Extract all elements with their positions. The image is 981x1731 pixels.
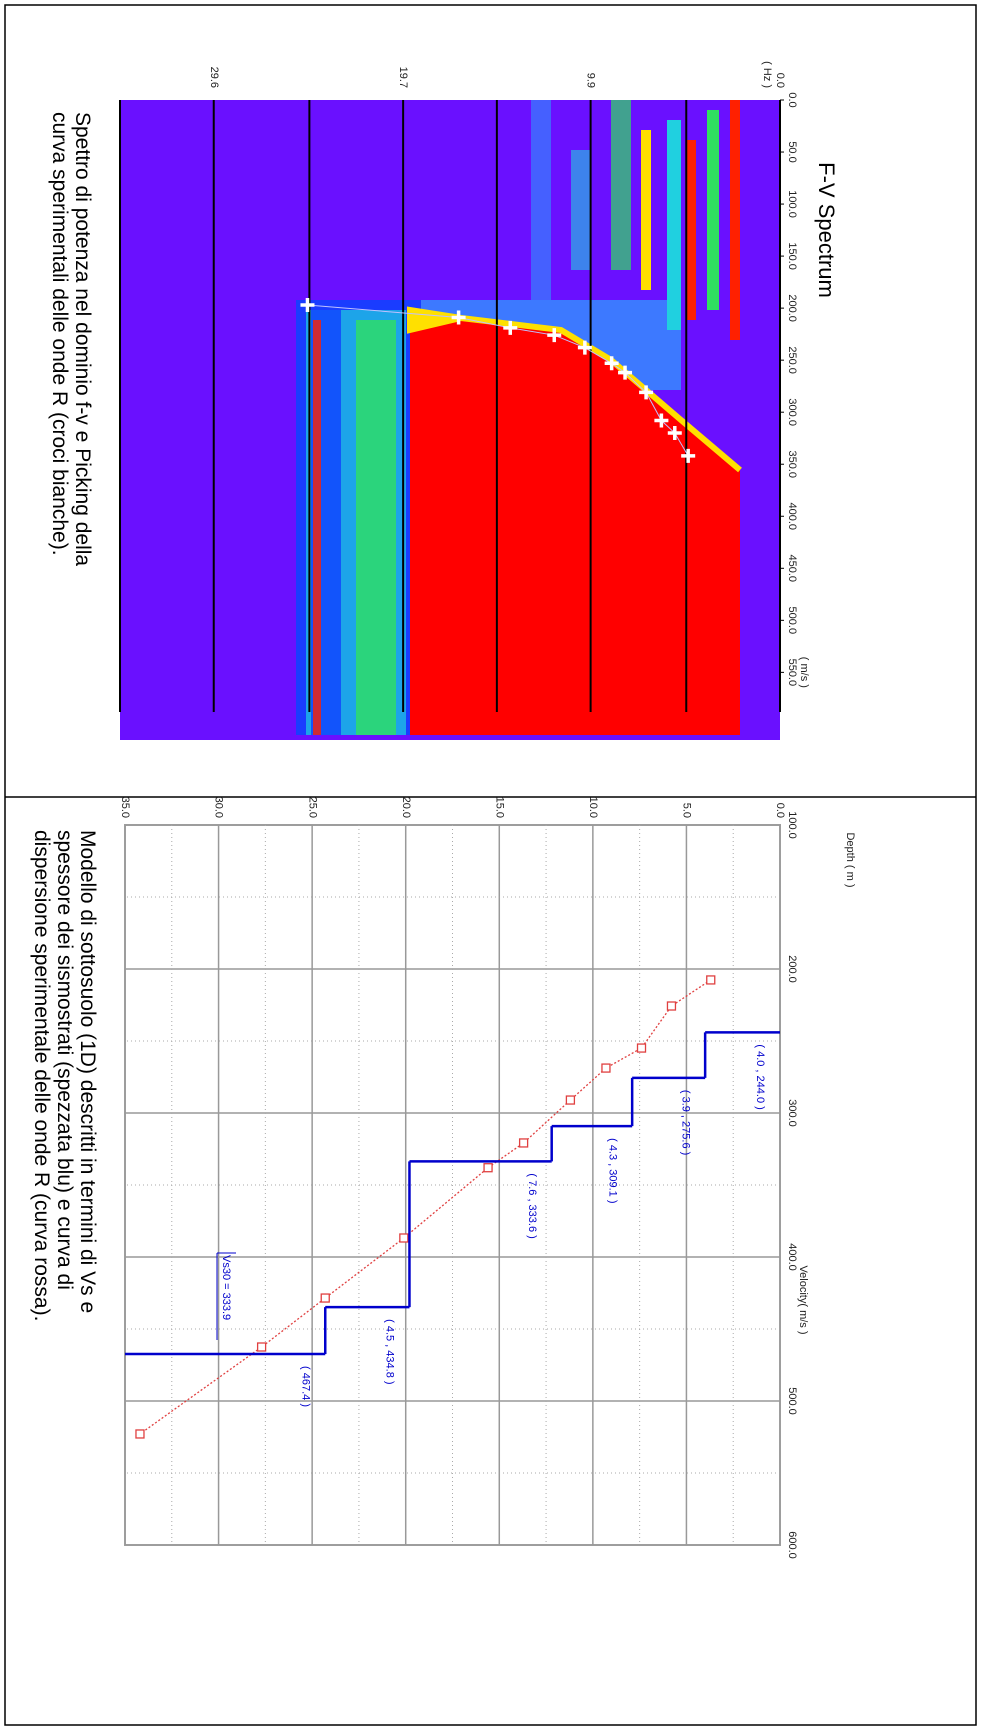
- pick-cross: [654, 413, 669, 428]
- x-tick-label: 300.0: [786, 398, 798, 426]
- x-tick-label: 600.0: [786, 1531, 798, 1559]
- pick-cross: [681, 448, 696, 463]
- x-tick-label: 200.0: [786, 294, 798, 322]
- vs30-label: Vs30 = 333.9: [220, 1255, 232, 1320]
- dispersion-point: [636, 1043, 647, 1053]
- x-tick-label: 50.0: [786, 141, 798, 162]
- dispersion-point: [565, 1095, 576, 1105]
- x-tick-label: 400.0: [786, 502, 798, 530]
- pick-cross: [667, 426, 682, 441]
- pick-cross: [451, 310, 466, 325]
- x-tick-label: 200.0: [786, 955, 798, 983]
- x-tick-label: 100.0: [786, 811, 798, 839]
- x-axis-label: ( m/s ): [798, 657, 810, 688]
- caption: curva sperimentali delle onde R (croci b…: [48, 112, 71, 556]
- y-tick-label: 9.9: [585, 73, 597, 88]
- x-tick-label: 0.0: [786, 92, 798, 107]
- pick-cross: [618, 365, 633, 380]
- rotated-content: F-V Spectrum 0.0 50.0 100.0 150.0 200.0 250.0…: [4, 4, 977, 1726]
- x-tick-label: 400.0: [786, 1243, 798, 1271]
- dispersion-point: [320, 1293, 330, 1303]
- spectrum-image: [120, 100, 780, 740]
- pick-cross: [577, 340, 592, 355]
- dispersion-point: [135, 1429, 145, 1439]
- y-tick-label: 35.0: [119, 797, 131, 818]
- dispersion-point: [706, 975, 716, 985]
- layer-label: ( 3.9 , 275.6 ): [679, 1090, 691, 1155]
- caption: spessore dei sismostrati (spezzata blu) …: [53, 830, 76, 1290]
- y-tick-label: 15.0: [493, 797, 505, 818]
- dispersion-curve: [139, 979, 712, 1435]
- dispersion-point: [666, 1001, 677, 1011]
- y-tick-label: 19.7: [397, 67, 409, 88]
- y-tick-label: 0.0: [774, 803, 786, 818]
- x-tick-label: 500.0: [786, 1387, 798, 1415]
- dispersion-point: [399, 1233, 409, 1243]
- pick-cross: [503, 320, 518, 335]
- x-tick-label: 450.0: [786, 555, 798, 583]
- x-tick-label: 250.0: [786, 346, 798, 374]
- x-tick-label: 350.0: [786, 450, 798, 478]
- caption: dispersione sperimentale delle onde R (c…: [30, 830, 53, 1321]
- layer-label: ( 4.5 , 434.8 ): [384, 1319, 396, 1384]
- dispersion-point: [256, 1342, 267, 1352]
- y-tick-label: 0.0: [774, 73, 786, 88]
- caption: Spettro di potenza nel dominio f-v e Pic…: [71, 112, 94, 566]
- layer-label: ( 7.6 , 333.6 ): [526, 1173, 538, 1238]
- x-tick-label: 500.0: [786, 607, 798, 635]
- frame: [4, 4, 977, 1726]
- y-axis-label: ( Hz ): [761, 61, 773, 88]
- x-axis-label: Velocity( m/s ): [797, 1265, 809, 1334]
- layer-label: ( 4.3 , 309.1 ): [606, 1138, 618, 1203]
- y-tick-label: 29.6: [208, 67, 220, 88]
- pick-cross: [639, 385, 654, 400]
- pick-cross: [300, 298, 315, 313]
- dispersion-point: [518, 1138, 529, 1148]
- chart-title: F-V Spectrum: [814, 162, 839, 298]
- caption: Modello di sottosuolo (1D) descritti in …: [76, 830, 99, 1313]
- y-tick-label: 25.0: [306, 797, 318, 818]
- pick-cross: [604, 356, 619, 371]
- layer-label: ( 4.0 , 244.0 ): [754, 1044, 766, 1109]
- y-axis-label: Depth ( m ): [844, 832, 856, 887]
- y-tick-label: 30.0: [213, 797, 225, 818]
- x-tick-label: 300.0: [786, 1099, 798, 1127]
- y-tick-label: 5.0: [681, 803, 693, 818]
- x-tick-label: 100.0: [786, 190, 798, 218]
- pick-cross: [547, 328, 562, 343]
- dispersion-point: [601, 1063, 611, 1073]
- dispersion-point: [483, 1163, 493, 1173]
- y-tick-label: 10.0: [587, 797, 599, 818]
- x-tick-label: 550.0: [786, 659, 798, 687]
- layer-label: ( 467.4 ): [299, 1366, 311, 1407]
- x-tick-label: 150.0: [786, 242, 798, 270]
- y-tick-label: 20.0: [400, 797, 412, 818]
